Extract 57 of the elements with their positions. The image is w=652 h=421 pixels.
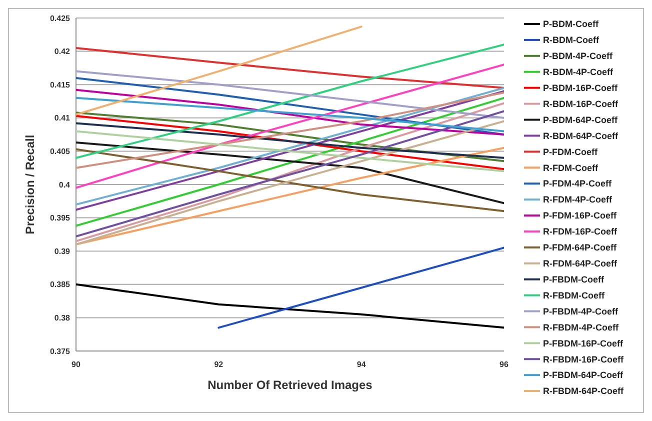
line-series: [76, 142, 504, 204]
y-tick-label: 0.395: [50, 214, 71, 223]
legend-label: P-FBDM-64P-Coeff: [543, 370, 624, 380]
y-tick-label: 0.415: [50, 80, 71, 90]
line-series: [76, 44, 504, 159]
line-series: [76, 64, 504, 189]
line-series: [76, 92, 504, 169]
y-tick-label: 0.41: [54, 114, 71, 123]
y-tick-label: 0.405: [50, 147, 71, 156]
line-series: [76, 96, 504, 132]
legend-label: R-BDM-Coeff: [543, 35, 600, 46]
line-series: [76, 88, 504, 136]
line-series: [76, 112, 504, 162]
legend-label: P-FDM-16P-Coeff: [543, 210, 618, 221]
y-tick-label: 0.4: [58, 180, 71, 190]
line-series: [76, 146, 504, 246]
line-series: [76, 283, 504, 329]
x-tick-label: 96: [500, 360, 509, 369]
legend-label: P-BDM-Coeff: [543, 19, 600, 30]
legend-label: R-FBDM-64P-Coeff: [543, 386, 624, 396]
y-axis-title: Precision / Recall: [23, 134, 37, 234]
legend-label: P-BDM-4P-Coeff: [543, 51, 614, 62]
line-series: [76, 148, 504, 212]
legend-label: R-FDM-Coeff: [543, 162, 599, 173]
x-tick-label: 90: [72, 360, 81, 369]
y-tick-label: 0.375: [50, 346, 71, 356]
line-series: [76, 122, 504, 159]
line-series: [76, 114, 504, 170]
legend-label: P-FBDM-16P-Coeff: [543, 338, 624, 348]
y-tick-label: 0.425: [50, 14, 71, 23]
legend-label: P-FDM-64P-Coeff: [543, 242, 618, 253]
legend-label: P-FBDM-4P-Coeff: [543, 306, 619, 316]
y-tick-label: 0.39: [54, 246, 71, 256]
x-axis-title: Number Of Retrieved Images: [208, 378, 373, 392]
y-tick-label: 0.38: [54, 314, 71, 322]
legend-label: R-FBDM-16P-Coeff: [543, 354, 624, 364]
legend-label: R-FDM-16P-Coeff: [543, 226, 618, 237]
line-series: [76, 70, 504, 119]
legend-label: R-BDM-64P-Coeff: [543, 130, 619, 141]
legend-label: P-FBDM-Coeff: [543, 274, 605, 284]
legend-label: P-BDM-16P-Coeff: [543, 82, 619, 93]
legend-label: P-FDM-4P-Coeff: [543, 178, 612, 189]
legend-label: P-FDM-Coeff: [543, 146, 598, 157]
legend-label: R-BDM-16P-Coeff: [543, 98, 619, 109]
x-tick-label: 94: [356, 360, 366, 369]
line-series: [76, 46, 504, 89]
y-tick-label: 0.385: [50, 280, 71, 290]
y-tick-label: 0.42: [54, 47, 71, 56]
legend-label: R-FBDM-4P-Coeff: [543, 322, 620, 332]
line-series: [76, 76, 504, 136]
legend-label: R-BDM-4P-Coeff: [543, 67, 614, 78]
legend-label: R-FBDM-Coeff: [543, 290, 606, 300]
line-series: [76, 130, 504, 172]
legend-label: R-FDM-64P-Coeff: [543, 258, 618, 269]
x-tick-label: 92: [214, 360, 224, 369]
legend-label: P-BDM-64P-Coeff: [543, 114, 619, 125]
legend-label: R-FDM-4P-Coeff: [543, 194, 613, 205]
